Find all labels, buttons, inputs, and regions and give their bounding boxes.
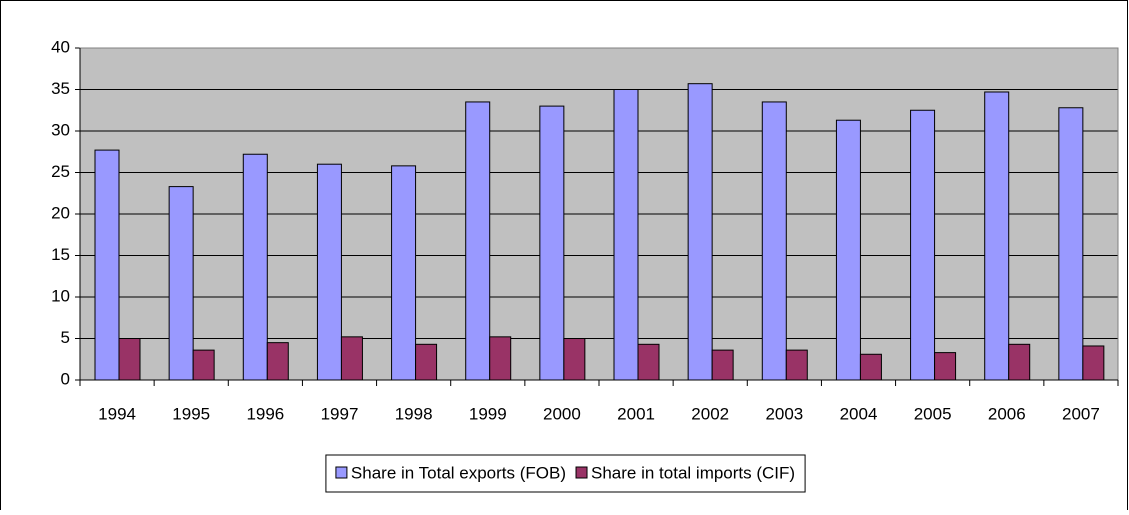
bar <box>242 153 268 381</box>
legend-label: Share in Total exports (FOB) <box>351 463 566 482</box>
bar <box>613 89 639 381</box>
y-tick-label: 0 <box>61 369 70 388</box>
x-tick-label: 2000 <box>543 404 581 423</box>
bar <box>489 336 512 381</box>
y-tick-label: 35 <box>51 79 70 98</box>
bar <box>687 83 713 381</box>
y-tick-label: 15 <box>51 245 70 264</box>
x-tick-label: 1997 <box>321 404 359 423</box>
y-tick-label: 5 <box>61 328 70 347</box>
bar <box>1008 343 1031 381</box>
bar <box>118 338 141 381</box>
bar <box>835 119 861 381</box>
y-tick-label: 20 <box>51 203 70 222</box>
bar <box>563 338 586 381</box>
legend <box>325 454 806 493</box>
y-tick-label: 40 <box>51 37 70 56</box>
y-tick-label: 10 <box>51 286 70 305</box>
bar <box>316 163 342 381</box>
bar <box>266 342 289 381</box>
x-tick-label: 2006 <box>988 404 1026 423</box>
bar <box>984 91 1010 381</box>
bar <box>711 349 734 381</box>
bar <box>934 352 957 381</box>
bar <box>168 186 194 381</box>
x-tick-label: 1999 <box>469 404 507 423</box>
x-tick-label: 1995 <box>172 404 210 423</box>
bar <box>94 149 120 381</box>
bar <box>539 105 565 381</box>
bar <box>192 349 215 381</box>
x-tick-label: 2002 <box>691 404 729 423</box>
y-tick-label: 30 <box>51 120 70 139</box>
bar <box>340 336 363 381</box>
bar <box>1082 345 1105 381</box>
bar <box>637 343 660 381</box>
x-tick-label: 2003 <box>765 404 803 423</box>
x-tick-label: 2007 <box>1062 404 1100 423</box>
legend-label: Share in total imports (CIF) <box>591 463 795 482</box>
bar <box>910 109 936 381</box>
legend-swatch <box>335 466 348 479</box>
x-tick-label: 1998 <box>395 404 433 423</box>
x-tick-label: 2005 <box>914 404 952 423</box>
x-tick-label: 2001 <box>617 404 655 423</box>
bar <box>465 101 491 381</box>
y-tick-label: 25 <box>51 162 70 181</box>
bar <box>761 101 787 381</box>
bar <box>1058 107 1084 381</box>
bar <box>785 349 808 381</box>
x-tick-label: 1996 <box>246 404 284 423</box>
legend-swatch <box>575 466 588 479</box>
bar <box>391 165 417 381</box>
x-tick-label: 2004 <box>840 404 878 423</box>
bar <box>415 343 438 381</box>
x-tick-label: 1994 <box>98 404 136 423</box>
bar <box>859 353 882 381</box>
